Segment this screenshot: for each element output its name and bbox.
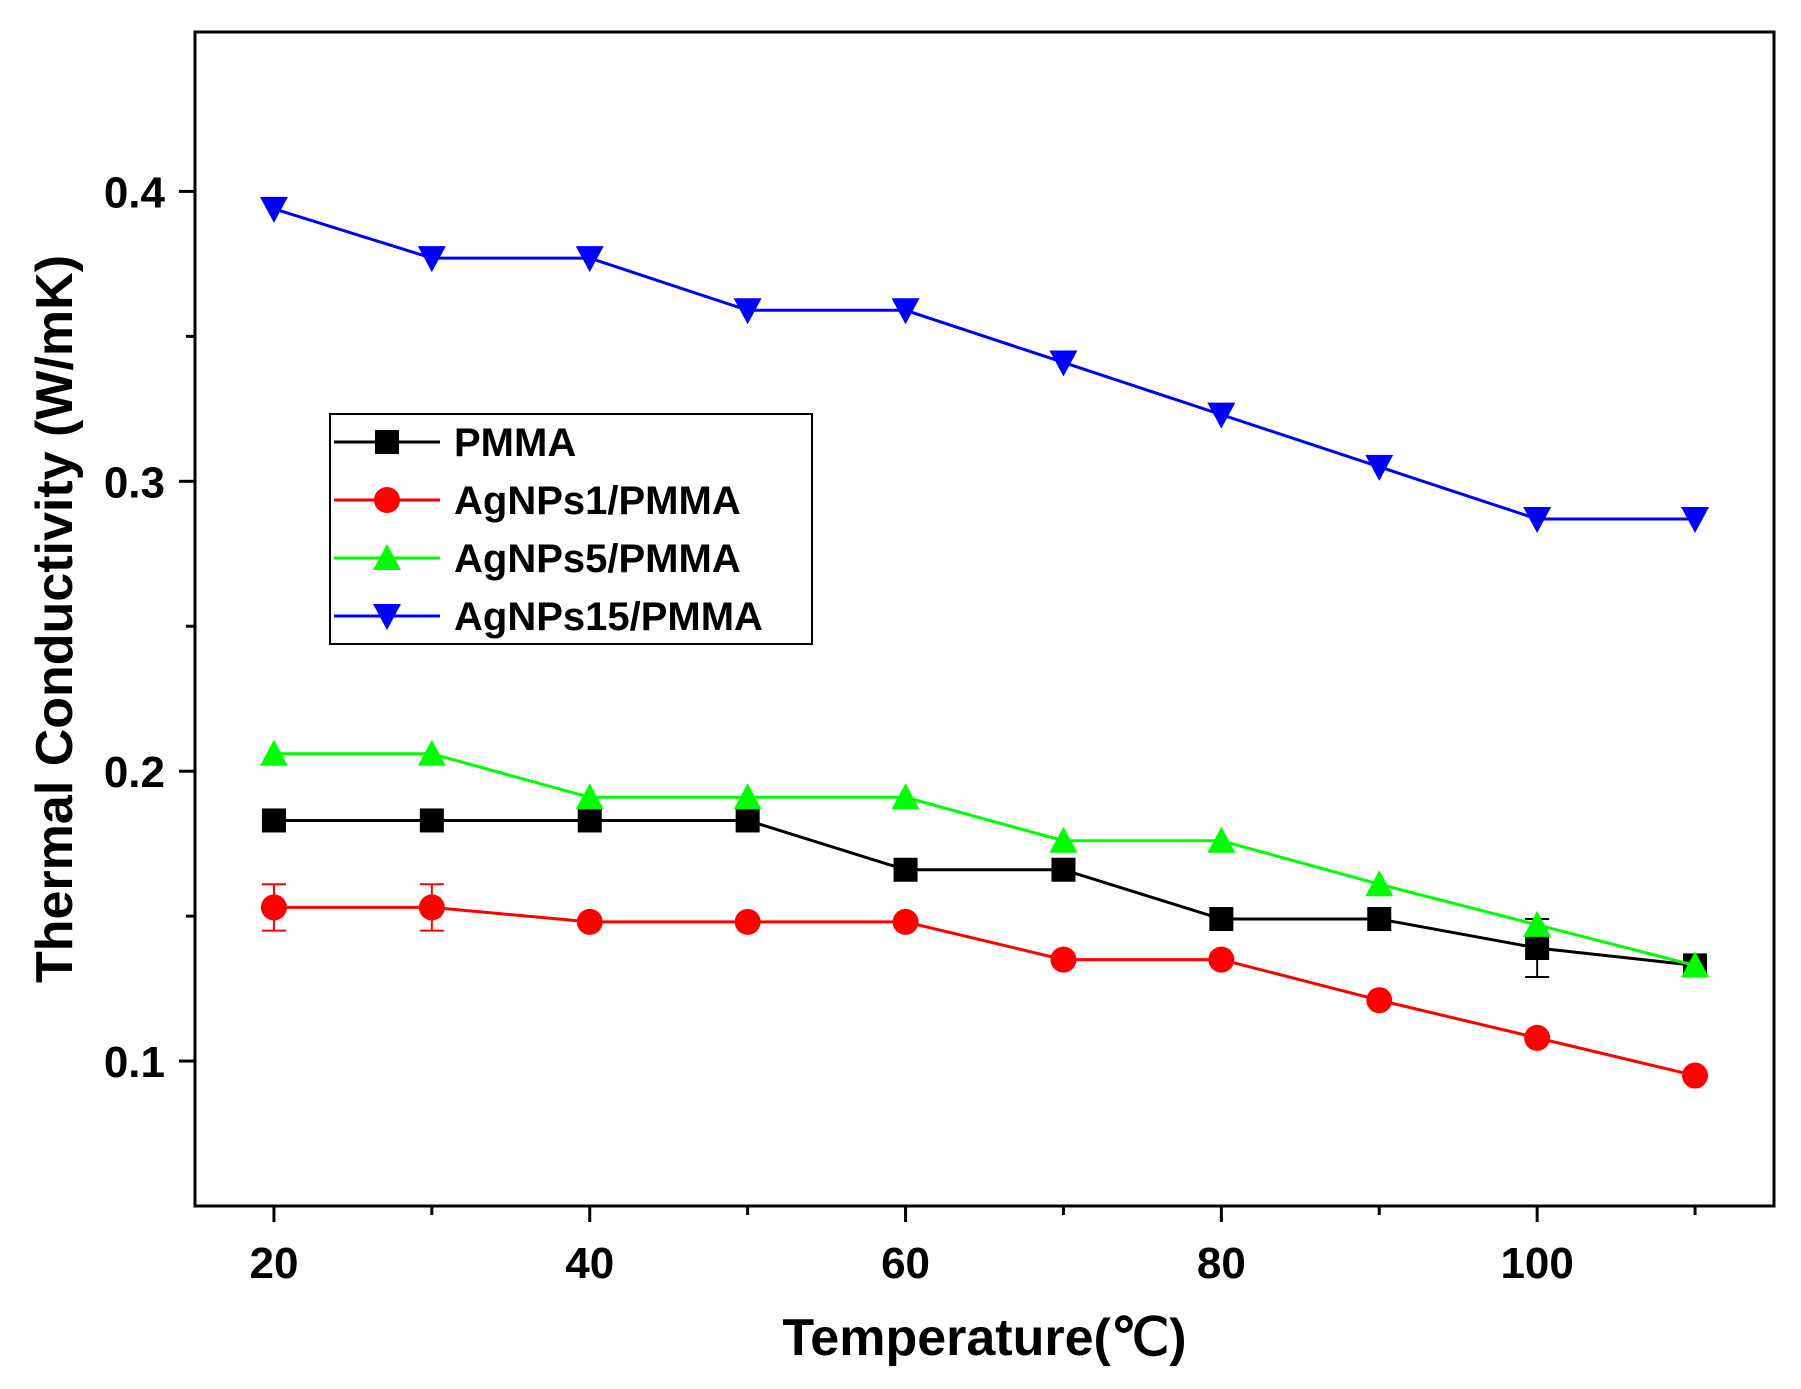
data-point bbox=[576, 908, 603, 935]
data-point bbox=[1050, 946, 1077, 973]
legend-marker bbox=[374, 487, 400, 513]
x-tick-label: 100 bbox=[1500, 1239, 1573, 1288]
data-point bbox=[1681, 506, 1710, 533]
data-point bbox=[1525, 936, 1550, 961]
legend-entry-agnps15-pmma: AgNPs15/PMMA bbox=[334, 595, 763, 639]
data-point bbox=[1208, 946, 1235, 973]
data-point bbox=[1523, 910, 1552, 937]
series-2 bbox=[259, 739, 1710, 978]
data-point bbox=[1681, 951, 1710, 978]
data-point bbox=[735, 808, 760, 833]
y-tick-label: 0.1 bbox=[104, 1038, 165, 1087]
legend-box bbox=[329, 413, 813, 645]
x-tick-label: 80 bbox=[1197, 1239, 1246, 1288]
data-point bbox=[1365, 454, 1394, 481]
data-point bbox=[892, 908, 919, 935]
data-point bbox=[1207, 826, 1236, 853]
data-point bbox=[418, 894, 445, 921]
series-1 bbox=[260, 883, 1709, 1089]
data-point bbox=[1682, 1062, 1709, 1089]
data-point bbox=[734, 908, 761, 935]
series-3 bbox=[259, 196, 1710, 533]
data-point bbox=[577, 808, 602, 833]
series-line bbox=[273, 905, 1696, 1078]
data-point bbox=[417, 739, 446, 766]
data-point bbox=[575, 783, 604, 810]
legend: PMMA AgNPs1/PMMA AgNPs5/PMMA AgNPs15/PMM… bbox=[329, 413, 813, 645]
plot-frame bbox=[193, 30, 1776, 1208]
legend-entry-agnps5-pmma: AgNPs5/PMMA bbox=[334, 537, 741, 581]
series-0 bbox=[261, 808, 1708, 978]
y-axis-title: Thermal Conductivity (W/mK) bbox=[26, 255, 84, 983]
series-layer bbox=[259, 196, 1710, 1089]
data-point bbox=[733, 783, 762, 810]
legend-entry-pmma: PMMA bbox=[334, 421, 576, 465]
data-point bbox=[1209, 907, 1234, 932]
data-point bbox=[419, 808, 444, 833]
series-line bbox=[273, 752, 1696, 967]
data-point bbox=[733, 298, 762, 325]
data-point bbox=[1366, 987, 1393, 1014]
legend-marker bbox=[375, 430, 399, 454]
tick-labels: 20 40 60 80 100 0.1 0.2 0.3 0.4 bbox=[104, 168, 1574, 1288]
data-point bbox=[1524, 1024, 1551, 1051]
legend-entry-agnps1-pmma: AgNPs1/PMMA bbox=[334, 479, 741, 523]
x-axis-title: Temperature(℃) bbox=[782, 1309, 1186, 1367]
y-tick-label: 0.3 bbox=[104, 458, 165, 507]
legend-label: AgNPs5/PMMA bbox=[454, 537, 741, 581]
data-point bbox=[1051, 857, 1076, 882]
x-tick-label: 40 bbox=[565, 1239, 614, 1288]
legend-marker bbox=[373, 604, 401, 630]
data-point bbox=[1367, 907, 1392, 932]
legend-label: PMMA bbox=[454, 421, 576, 465]
data-point bbox=[417, 246, 446, 273]
data-point bbox=[1523, 506, 1552, 533]
x-tick-label: 20 bbox=[249, 1239, 298, 1288]
data-point bbox=[259, 196, 288, 223]
data-point bbox=[261, 808, 286, 833]
series-line bbox=[273, 207, 1696, 521]
x-tick-label: 60 bbox=[881, 1239, 930, 1288]
legend-label: AgNPs15/PMMA bbox=[454, 595, 763, 639]
data-point bbox=[1049, 350, 1078, 377]
y-tick-label: 0.2 bbox=[104, 748, 165, 797]
data-point bbox=[1207, 402, 1236, 429]
series-line bbox=[273, 818, 1696, 967]
legend-marker bbox=[373, 544, 401, 570]
data-point bbox=[260, 894, 287, 921]
axis-ticks bbox=[179, 189, 1697, 1222]
data-point bbox=[575, 246, 604, 273]
data-point bbox=[891, 298, 920, 325]
data-point bbox=[1365, 870, 1394, 897]
legend-label: AgNPs1/PMMA bbox=[454, 479, 741, 523]
data-point bbox=[1049, 826, 1078, 853]
data-point bbox=[259, 739, 288, 766]
data-point bbox=[891, 783, 920, 810]
data-point bbox=[893, 857, 918, 882]
y-tick-label: 0.4 bbox=[104, 168, 166, 217]
